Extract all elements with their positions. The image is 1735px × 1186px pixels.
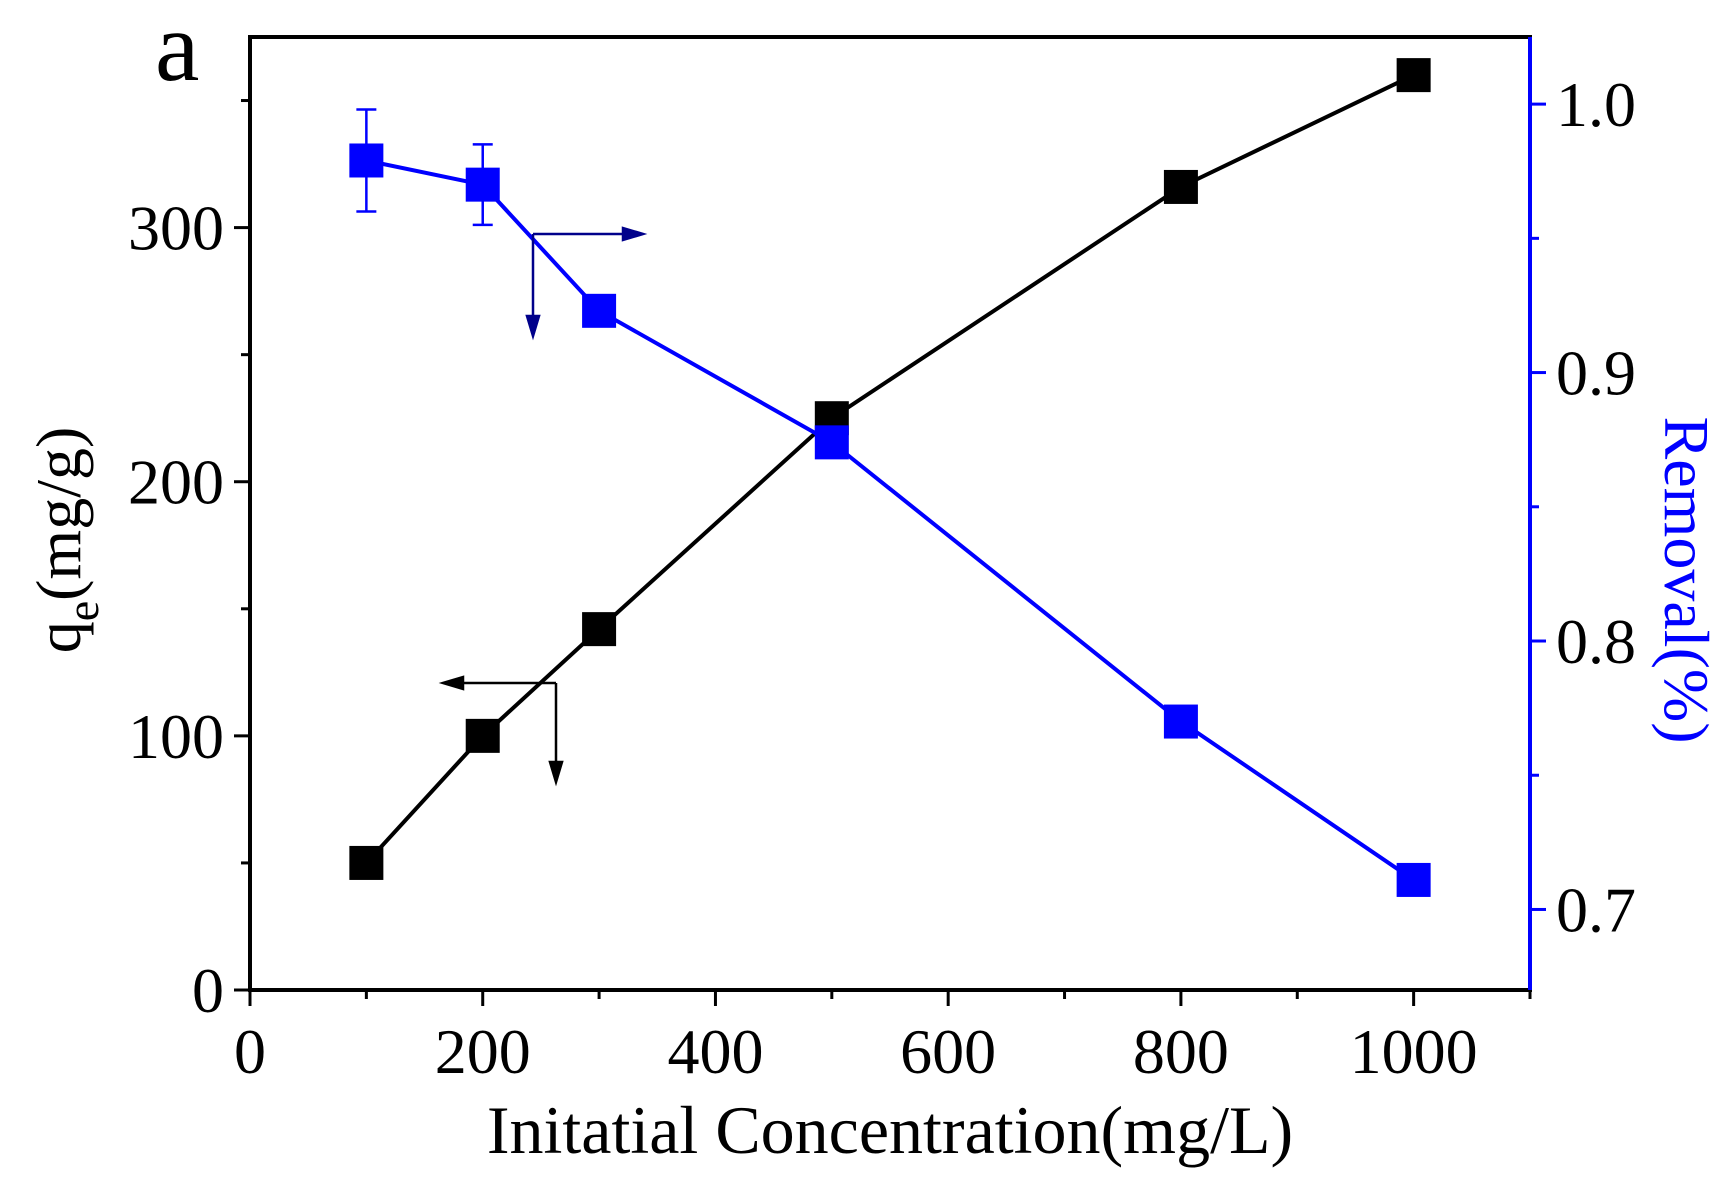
- y2-tick-label: 0.7: [1556, 874, 1636, 945]
- data-point-Removal: [349, 143, 384, 178]
- data-point-Removal: [1163, 704, 1198, 739]
- data-point-Removal: [1396, 862, 1431, 897]
- data-point-Removal: [582, 293, 617, 328]
- y-tick-label: 200: [128, 447, 224, 518]
- x-tick-label: 1000: [1350, 1016, 1478, 1087]
- data-point-qe: [349, 845, 384, 880]
- data-point-Removal: [814, 425, 849, 460]
- data-point-qe: [1163, 169, 1198, 204]
- y-tick-label: 300: [128, 193, 224, 264]
- y-tick-label: 0: [192, 955, 224, 1026]
- y-axis-left-title: qe(mg/g): [23, 427, 108, 654]
- series-line-qe: [364, 73, 1415, 865]
- series-layer: [349, 58, 1431, 897]
- y-axis-right-title: Removal(%): [1651, 417, 1722, 744]
- data-point-qe: [465, 718, 500, 753]
- series-line-Removal: [365, 158, 1415, 882]
- y-tick-label: 100: [128, 701, 224, 772]
- x-tick-label: 800: [1133, 1016, 1229, 1087]
- plot-frame: [248, 35, 1532, 992]
- x-axis-title: Initatial Concentration(mg/L): [487, 1092, 1293, 1168]
- y2-tick-label: 0.9: [1556, 338, 1636, 409]
- data-point-Removal: [465, 167, 500, 202]
- x-tick-label: 400: [667, 1016, 763, 1087]
- panel-label: a: [155, 0, 199, 102]
- y-axis-right: 0.7 0.8 0.9 1.0: [1530, 69, 1636, 945]
- y2-tick-label: 1.0: [1556, 69, 1636, 140]
- arrow-qe-indicator: [438, 675, 564, 787]
- y2-tick-label: 0.8: [1556, 606, 1636, 677]
- x-tick-label: 0: [234, 1016, 266, 1087]
- x-tick-label: 600: [900, 1016, 996, 1087]
- data-point-qe: [1396, 58, 1431, 93]
- data-point-qe: [582, 612, 617, 647]
- x-tick-label: 200: [435, 1016, 531, 1087]
- y-axis-left: 0 100 200 300: [128, 99, 250, 1026]
- arrow-removal-indicator: [525, 226, 648, 341]
- x-axis: 0 200 400 600 800 1000: [234, 990, 1532, 1087]
